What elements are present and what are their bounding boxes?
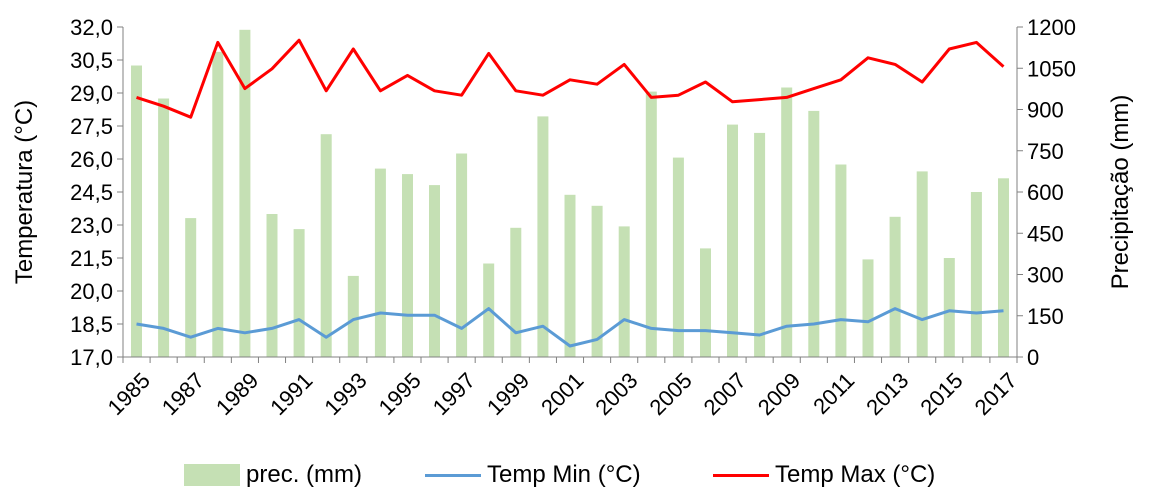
- bar-2008: [754, 132, 766, 357]
- y-right-tick-label: 750: [1027, 139, 1064, 164]
- bar-2012: [862, 259, 874, 357]
- x-tick-label: 1999: [482, 368, 534, 420]
- y-left-tick-label: 27,5: [70, 114, 113, 139]
- x-tick-label: 1985: [103, 368, 155, 420]
- bar-1990: [266, 214, 278, 357]
- bar-1995: [402, 174, 413, 357]
- y-left-tick-label: 23,0: [70, 213, 113, 238]
- x-tick-label: 2015: [915, 368, 967, 420]
- y-left-tick-label: 26,0: [70, 147, 113, 172]
- legend-bar-swatch: [184, 464, 240, 486]
- bar-1997: [456, 153, 468, 357]
- bar-2001: [564, 194, 576, 358]
- x-tick-label: 2017: [970, 368, 1022, 420]
- x-tick-label: 1991: [265, 368, 317, 420]
- bar-1993: [347, 275, 359, 357]
- y-left-tick-label: 30,5: [70, 48, 113, 73]
- y-right-tick-label: 300: [1027, 263, 1064, 288]
- bar-1988: [212, 51, 224, 358]
- line-temp-min-c: [136, 307, 1004, 348]
- bar-2002: [591, 205, 603, 358]
- x-tick-label: 2013: [861, 368, 913, 420]
- legend: prec. (mm) Temp Min (°C) Temp Max (°C): [0, 455, 1151, 495]
- legend-item-temp-min: Temp Min (°C): [425, 455, 641, 495]
- y-left-tick-label: 21,5: [70, 246, 113, 271]
- x-tick-label: 2001: [536, 368, 588, 420]
- bar-2010: [808, 110, 820, 358]
- x-tick-label: 2003: [590, 368, 642, 420]
- legend-item-temp-max: Temp Max (°C): [713, 455, 935, 495]
- bar-2016: [970, 192, 982, 357]
- x-tick-label: 2011: [808, 368, 859, 419]
- bar-2015: [943, 258, 955, 357]
- y-right-tick-label: 1050: [1027, 56, 1076, 81]
- y-right-tick-label: 450: [1027, 221, 1064, 246]
- x-tick-label: 2005: [644, 368, 696, 420]
- bar-2007: [727, 124, 738, 357]
- y-axis-left-label: Temperatura (°C): [11, 100, 38, 284]
- bar-1994: [374, 168, 386, 357]
- chart: 17,0 18,5 20,0 21,5 23,0 24,5 26,0 27,5 29,0 30,5…: [11, 15, 1134, 420]
- bar-2009: [781, 87, 793, 357]
- y-left-tick-label: 18,5: [70, 312, 113, 337]
- legend-label-temp-max: Temp Max (°C): [775, 461, 936, 488]
- bar-2013: [889, 216, 901, 358]
- bar-2003: [618, 226, 630, 357]
- bar-1987: [185, 218, 197, 357]
- legend-label-precipitation: prec. (mm): [246, 461, 362, 488]
- x-tick-label: 1997: [428, 368, 480, 420]
- y-right-tick-label: 150: [1027, 304, 1064, 329]
- bar-2014: [916, 171, 928, 357]
- bar-2000: [537, 116, 549, 358]
- x-tick-label: 1995: [374, 368, 426, 420]
- y-axis-right-label: Precipitação (mm): [1107, 95, 1134, 290]
- y-left-tick-label: 17,0: [70, 345, 113, 370]
- y-right-tick-label: 600: [1027, 180, 1064, 205]
- bar-1989: [239, 29, 251, 358]
- x-tick-label: 1993: [319, 368, 371, 420]
- y-left-tick-label: 32,0: [70, 15, 113, 40]
- bar-1985: [131, 65, 142, 357]
- bar-2011: [835, 164, 847, 357]
- y-right-tick-label: 0: [1027, 345, 1039, 370]
- bar-1996: [429, 185, 440, 357]
- temperature-lines: [136, 38, 1005, 348]
- y-right-tick-label: 1200: [1027, 15, 1076, 40]
- y-left-tick-label: 20,0: [70, 279, 113, 304]
- line-temp-max-c: [136, 38, 1005, 119]
- bar-2006: [700, 248, 711, 357]
- x-tick-label: 1987: [157, 368, 209, 420]
- legend-label-temp-min: Temp Min (°C): [487, 461, 641, 488]
- x-tick-label: 2007: [699, 368, 751, 420]
- bar-2017: [998, 178, 1009, 358]
- legend-line-swatch-min: [425, 473, 481, 477]
- y-left-tick-label: 24,5: [70, 180, 113, 205]
- x-tick-label: 1989: [211, 368, 263, 420]
- bar-2005: [672, 157, 684, 357]
- bar-1986: [158, 98, 170, 357]
- legend-line-swatch-max: [713, 473, 769, 477]
- bar-1999: [510, 227, 522, 358]
- bar-1992: [320, 134, 332, 357]
- bar-1991: [293, 229, 305, 357]
- bar-2004: [645, 91, 657, 357]
- y-right-tick-label: 900: [1027, 98, 1064, 123]
- legend-item-precipitation: prec. (mm): [184, 455, 362, 495]
- y-left-tick-label: 29,0: [70, 81, 113, 106]
- x-tick-label: 2009: [753, 368, 805, 420]
